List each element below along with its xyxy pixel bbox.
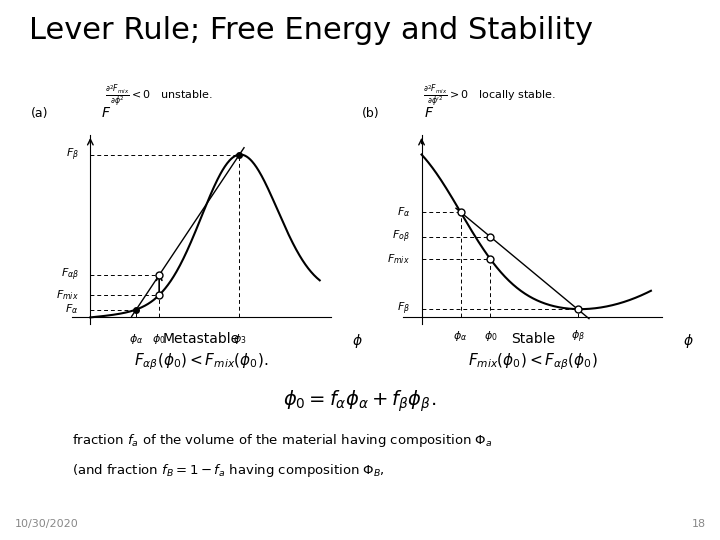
Text: Metastable: Metastable [163, 332, 240, 346]
Text: Stable: Stable [510, 332, 555, 346]
Text: $F_{o\beta}$: $F_{o\beta}$ [392, 228, 410, 245]
Text: $\phi_\alpha$: $\phi_\alpha$ [454, 329, 468, 343]
Text: 10/30/2020: 10/30/2020 [14, 519, 78, 529]
Text: $\phi_0 = f_\alpha \phi_\alpha + f_\beta \phi_\beta.$: $\phi_0 = f_\alpha \phi_\alpha + f_\beta… [284, 389, 436, 414]
Text: $F_{mix}(\phi_0) < F_{\alpha\beta}(\phi_0)$: $F_{mix}(\phi_0) < F_{\alpha\beta}(\phi_… [468, 351, 598, 372]
Text: $F_\beta$: $F_\beta$ [397, 301, 410, 318]
Text: $\phi_3$: $\phi_3$ [233, 332, 246, 346]
Text: fraction $f_a$ of the volume of the material having composition $\Phi_a$: fraction $f_a$ of the volume of the mate… [72, 432, 492, 449]
Text: $F$: $F$ [101, 106, 111, 120]
Text: (and fraction $f_B = 1 - f_a$ having composition $\Phi_B$,: (and fraction $f_B = 1 - f_a$ having com… [72, 462, 385, 478]
Text: $F$: $F$ [424, 106, 434, 120]
Text: $F_{mix}$: $F_{mix}$ [387, 252, 410, 266]
Text: $F_{\alpha\beta}$: $F_{\alpha\beta}$ [60, 267, 79, 284]
Text: $\phi_\beta$: $\phi_\beta$ [570, 329, 585, 345]
Text: $\phi$: $\phi$ [683, 332, 693, 349]
Text: $\phi_\alpha$: $\phi_\alpha$ [129, 332, 143, 346]
Text: 18: 18 [691, 519, 706, 529]
Text: (b): (b) [361, 107, 379, 120]
Text: $\frac{\partial^2 F_{mix}}{\partial\phi'^2} > 0$   locally stable.: $\frac{\partial^2 F_{mix}}{\partial\phi'… [423, 84, 556, 109]
Text: $F_{mix}$: $F_{mix}$ [56, 288, 79, 302]
Text: $\frac{\partial^2 F_{mix}}{\partial\phi^2} < 0$   unstable.: $\frac{\partial^2 F_{mix}}{\partial\phi^… [104, 84, 212, 109]
Text: $\phi$: $\phi$ [352, 332, 362, 349]
Text: $\phi_0$: $\phi_0$ [153, 332, 166, 346]
Text: Lever Rule; Free Energy and Stability: Lever Rule; Free Energy and Stability [29, 16, 593, 45]
Text: $\phi_0$: $\phi_0$ [484, 329, 498, 343]
Text: $F_\alpha$: $F_\alpha$ [397, 205, 410, 219]
Text: $F_{\alpha\beta}(\phi_0) < F_{mix}(\phi_0).$: $F_{\alpha\beta}(\phi_0) < F_{mix}(\phi_… [135, 351, 269, 372]
Text: (a): (a) [30, 107, 48, 120]
Text: $F_\alpha$: $F_\alpha$ [66, 302, 79, 316]
Text: $F_\beta$: $F_\beta$ [66, 146, 79, 163]
